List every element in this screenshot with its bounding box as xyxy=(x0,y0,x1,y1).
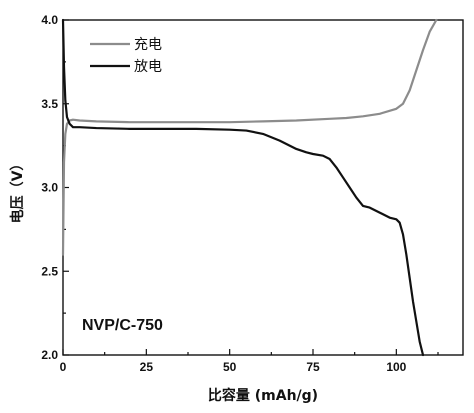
y-tick-label: 2.5 xyxy=(41,264,58,278)
plot-area xyxy=(62,19,464,356)
series-layer xyxy=(61,18,438,357)
sample-annotation: NVP/C-750 xyxy=(82,317,163,334)
x-tick-label: 100 xyxy=(386,360,406,374)
x-tick-label: 75 xyxy=(306,360,320,374)
legend: 充电 放电 xyxy=(90,37,162,75)
y-tick-label: 3.5 xyxy=(41,97,58,111)
series-line-charge xyxy=(61,18,438,256)
x-tick-label: 25 xyxy=(140,360,154,374)
legend-label-discharge: 放电 xyxy=(134,59,162,75)
y-tick-label: 2.0 xyxy=(41,348,58,362)
y-tick-label: 4.0 xyxy=(41,13,58,27)
x-axis-title: 比容量 (mAh/g) xyxy=(208,387,318,404)
x-tick-label: 50 xyxy=(223,360,237,374)
x-tick-label: 0 xyxy=(60,360,67,374)
legend-label-charge: 充电 xyxy=(134,37,162,53)
series-line-discharge xyxy=(61,18,425,357)
y-axis-title: 电压（V） xyxy=(9,157,26,224)
y-tick-label: 3.0 xyxy=(41,181,58,195)
